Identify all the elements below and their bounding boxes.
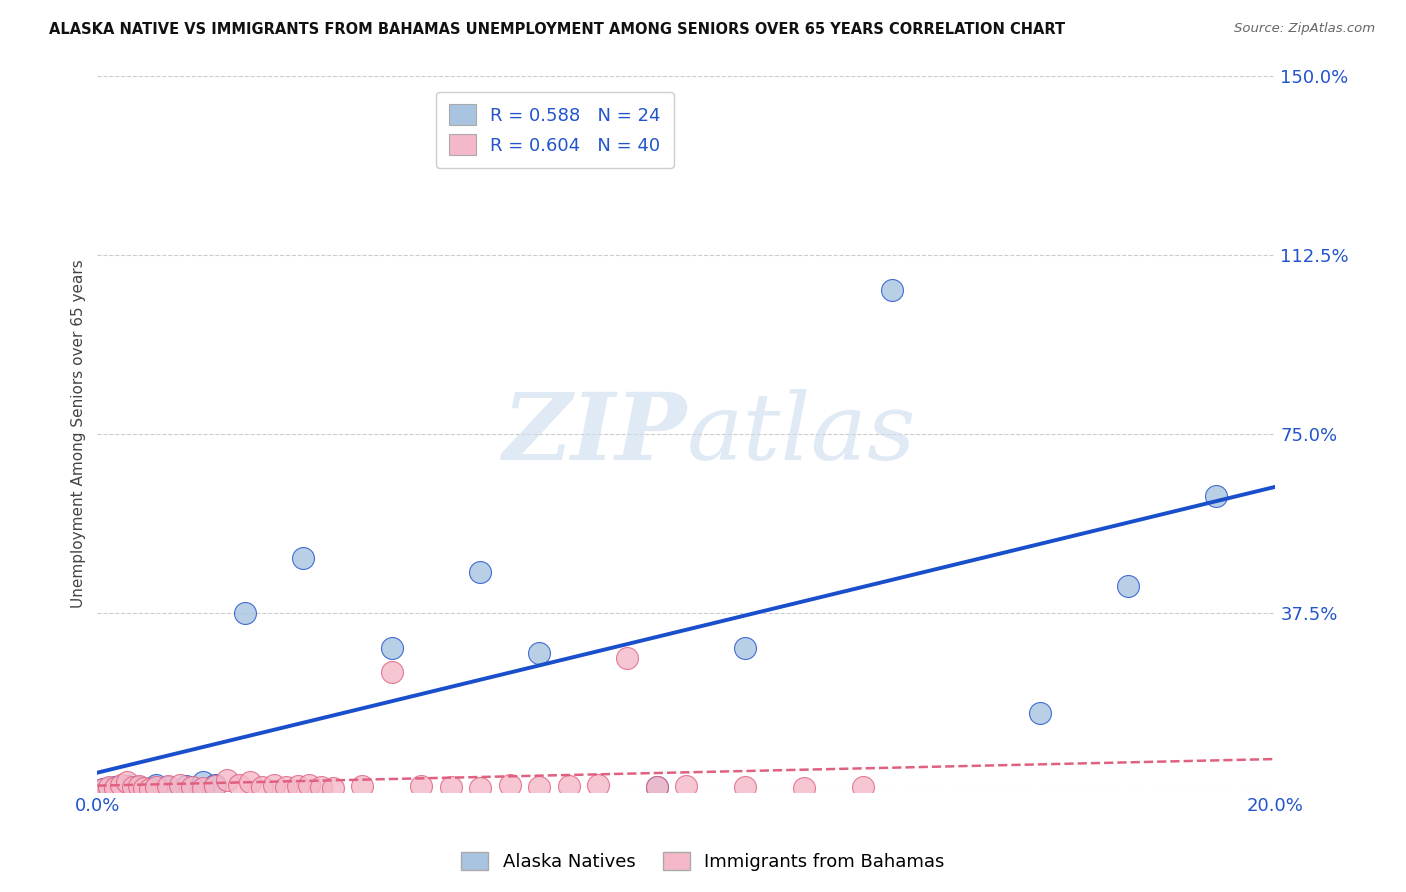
Point	[1029, 706, 1052, 720]
Point	[882, 284, 904, 298]
Point	[145, 780, 167, 794]
Point	[734, 780, 756, 794]
Point	[110, 781, 132, 796]
Point	[470, 565, 492, 579]
Point	[616, 651, 638, 665]
Point	[121, 780, 143, 795]
Point	[115, 779, 138, 793]
Point	[263, 778, 285, 792]
Point	[169, 778, 191, 792]
Point	[274, 780, 297, 794]
Point	[292, 550, 315, 565]
Point	[527, 780, 550, 794]
Point	[852, 780, 875, 794]
Legend: Alaska Natives, Immigrants from Bahamas: Alaska Natives, Immigrants from Bahamas	[454, 845, 952, 879]
Point	[193, 780, 215, 795]
Point	[134, 781, 156, 796]
Point	[121, 780, 143, 794]
Point	[157, 780, 180, 794]
Point	[381, 641, 404, 656]
Point	[228, 778, 250, 792]
Point	[440, 780, 463, 794]
Point	[381, 665, 404, 680]
Point	[252, 780, 274, 794]
Point	[115, 775, 138, 789]
Point	[734, 641, 756, 656]
Point	[215, 772, 238, 787]
Point	[157, 779, 180, 793]
Point	[352, 779, 374, 793]
Point	[145, 778, 167, 792]
Point	[309, 780, 332, 794]
Point	[233, 606, 256, 620]
Text: atlas: atlas	[686, 389, 915, 479]
Point	[1116, 579, 1139, 593]
Point	[193, 775, 215, 789]
Point	[1205, 489, 1227, 503]
Point	[527, 646, 550, 660]
Y-axis label: Unemployment Among Seniors over 65 years: Unemployment Among Seniors over 65 years	[72, 260, 86, 608]
Point	[128, 779, 150, 793]
Point	[287, 779, 309, 793]
Point	[793, 780, 815, 795]
Point	[586, 778, 609, 792]
Point	[139, 782, 162, 797]
Point	[104, 780, 127, 794]
Point	[91, 782, 114, 797]
Point	[110, 778, 132, 792]
Point	[104, 780, 127, 795]
Point	[675, 779, 697, 793]
Point	[204, 779, 226, 793]
Point	[645, 780, 668, 794]
Point	[557, 779, 579, 793]
Legend: R = 0.588   N = 24, R = 0.604   N = 40: R = 0.588 N = 24, R = 0.604 N = 40	[436, 92, 673, 168]
Point	[645, 780, 668, 794]
Point	[322, 780, 344, 795]
Point	[128, 780, 150, 794]
Point	[98, 780, 121, 794]
Point	[498, 778, 520, 792]
Point	[174, 779, 197, 793]
Point	[91, 782, 114, 797]
Text: Source: ZipAtlas.com: Source: ZipAtlas.com	[1234, 22, 1375, 36]
Point	[411, 779, 433, 793]
Point	[470, 780, 492, 795]
Point	[239, 775, 262, 789]
Point	[298, 778, 321, 792]
Text: ALASKA NATIVE VS IMMIGRANTS FROM BAHAMAS UNEMPLOYMENT AMONG SENIORS OVER 65 YEAR: ALASKA NATIVE VS IMMIGRANTS FROM BAHAMAS…	[49, 22, 1066, 37]
Point	[134, 780, 156, 795]
Text: ZIP: ZIP	[502, 389, 686, 479]
Point	[98, 780, 121, 795]
Point	[204, 778, 226, 792]
Point	[180, 780, 202, 794]
